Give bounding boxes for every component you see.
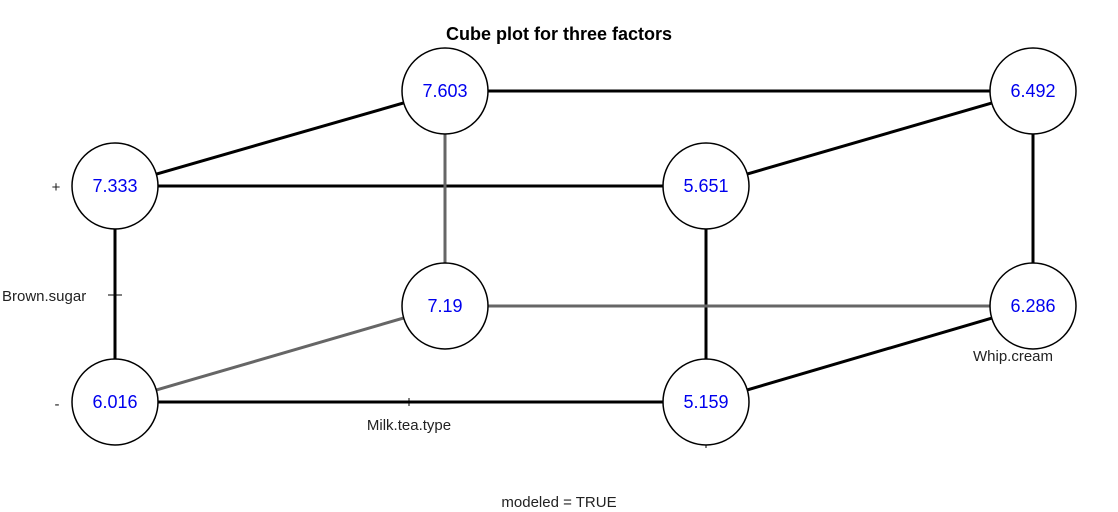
cube-edge bbox=[705, 89, 1034, 188]
factor-label-whip-cream: Whip.cream bbox=[973, 348, 1053, 365]
cube-node bbox=[989, 47, 1077, 135]
node-value-label: 5.159 bbox=[683, 392, 728, 412]
cube-node bbox=[401, 47, 489, 135]
node-value-label: 6.492 bbox=[1010, 81, 1055, 101]
node-value-label: 7.333 bbox=[92, 176, 137, 196]
cube-edge bbox=[705, 304, 1034, 404]
cube-node bbox=[71, 142, 159, 230]
node-value-label: 7.19 bbox=[427, 296, 462, 316]
node-value-label: 7.603 bbox=[422, 81, 467, 101]
factor-label-brown-sugar: Brown.sugar bbox=[2, 288, 86, 305]
node-value-label: 6.016 bbox=[92, 392, 137, 412]
cube-node bbox=[662, 358, 750, 446]
level-low-label: - bbox=[55, 396, 60, 413]
modeled-note: modeled = TRUE bbox=[501, 494, 616, 511]
node-value-label: 5.651 bbox=[683, 176, 728, 196]
cube-node bbox=[401, 262, 489, 350]
factor-label-milk-tea-type: Milk.tea.type bbox=[367, 417, 451, 434]
cube-node bbox=[989, 262, 1077, 350]
cube-edge bbox=[114, 304, 446, 404]
cube-nodes: 6.016 5.159 7.333 5.651 7.19 6.286 7.603 6.492 bbox=[71, 47, 1077, 446]
chart-title: Cube plot for three factors bbox=[446, 24, 672, 44]
cube-edges bbox=[113, 89, 1035, 404]
cube-node bbox=[71, 358, 159, 446]
node-value-label: 6.286 bbox=[1010, 296, 1055, 316]
cube-node bbox=[662, 142, 750, 230]
level-high-label: + bbox=[52, 179, 61, 196]
cube-edge bbox=[114, 89, 446, 188]
